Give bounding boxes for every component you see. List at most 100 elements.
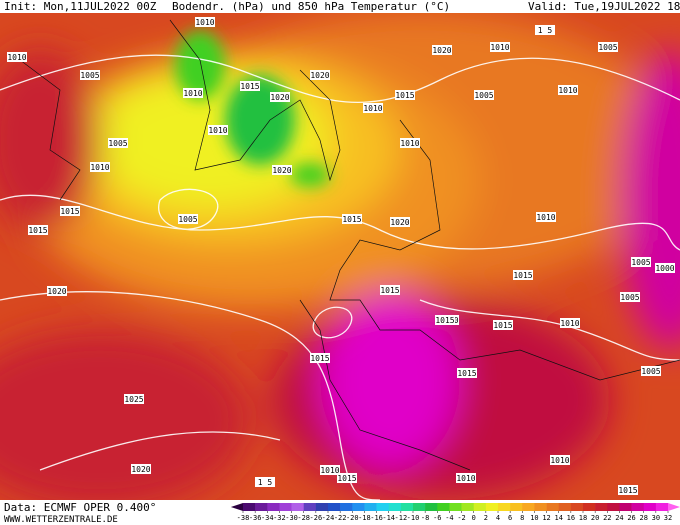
scale-swatch (267, 503, 280, 511)
scale-swatch (388, 503, 402, 511)
scale-swatch (510, 503, 523, 511)
scale-swatch (315, 503, 329, 511)
scale-tick-label: -16 (370, 514, 383, 522)
isobar-label: 1015 (395, 91, 414, 100)
isobar-labels: 1010101010051010101510201010100510101015… (7, 17, 675, 495)
scale-tick-label: 22 (603, 514, 611, 522)
map-title: Bodendr. (hPa) und 850 hPa Temperatur (°… (172, 0, 450, 13)
scale-swatch (364, 503, 377, 511)
scale-tick-label: -22 (334, 514, 347, 522)
isobar-label-bg (60, 206, 80, 216)
isobar-label-bg (493, 320, 513, 330)
isobar-label: 1015 (310, 354, 329, 363)
isobar-label-bg (513, 270, 533, 280)
scale-tick-label: 2 (484, 514, 488, 522)
scale-swatch (376, 503, 390, 511)
scale-tick-label: -8 (421, 514, 429, 522)
isobar-label-bg (310, 353, 330, 363)
isobar-label: 1010 (363, 104, 382, 113)
scale-swatch (643, 503, 657, 511)
isobar-label: 1010 (7, 53, 26, 62)
scale-swatch (619, 503, 632, 511)
isobar-label: 1020 (432, 46, 451, 55)
scale-tick-label: 32 (664, 514, 672, 522)
isobar-label-bg (363, 103, 383, 113)
scale-swatch (631, 503, 645, 511)
scale-swatch (655, 503, 669, 511)
scale-swatch (583, 503, 596, 511)
scale-tick-label: 18 (579, 514, 587, 522)
isobar-label-bg (558, 85, 578, 95)
isobar-label: 1010 (208, 126, 227, 135)
isobar-label-bg (183, 88, 203, 98)
isobar-label: 1 5 (258, 478, 273, 487)
scale-swatch (498, 503, 511, 511)
scale-swatch (279, 503, 292, 511)
scale-swatch (546, 503, 560, 511)
scale-swatch (534, 503, 547, 511)
scale-swatch (255, 503, 268, 511)
isobar-label: 1015 (457, 369, 476, 378)
isobar-label: 1015 (618, 486, 637, 495)
isobar-label-bg (310, 70, 330, 80)
isobar-label: 1000 (655, 264, 674, 273)
isobar-label: 1020 (272, 166, 291, 175)
isobar-label-bg (535, 25, 555, 35)
isobar-label-bg (641, 366, 661, 376)
isobar-label-bg (342, 214, 362, 224)
isobar-label-bg (195, 17, 215, 27)
scale-tick-label: 26 (627, 514, 635, 522)
isobar-label-bg (631, 257, 651, 267)
isobar-label-bg (457, 368, 477, 378)
scale-tick-label: -20 (346, 514, 359, 522)
isobar-label: 1015 (240, 82, 259, 91)
scale-swatch (473, 503, 487, 511)
isobar-label: 1010 (536, 213, 555, 222)
scale-tick-label: 12 (542, 514, 550, 522)
scale-tick-label: -26 (310, 514, 323, 522)
scale-tick-label: -2 (457, 514, 465, 522)
isobar-label-bg (536, 212, 556, 222)
scale-tick-label: 14 (554, 514, 562, 522)
isobar-label-bg (432, 45, 452, 55)
isobar-label: 1015 (342, 215, 361, 224)
isobar-label-bg (435, 315, 455, 325)
scale-tick-label: 4 (496, 514, 500, 522)
scale-tick-label: 6 (508, 514, 512, 522)
scale-tick-label: 30 (652, 514, 660, 522)
isobar-label: 1005 (641, 367, 660, 376)
isobar-label: 1005 (108, 139, 127, 148)
isobar-label: 1005 (620, 293, 639, 302)
scale-tick-label: -24 (322, 514, 335, 522)
scale-tick-label: -12 (395, 514, 408, 522)
scale-swatch (449, 503, 462, 511)
scale-swatch (437, 503, 450, 511)
isobar-label-bg (390, 217, 410, 227)
isobar-label: 1025 (124, 395, 143, 404)
scale-tick-label: 28 (639, 514, 647, 522)
isobar-label: 1015 (60, 207, 79, 216)
isobar-label-bg (456, 473, 476, 483)
scale-swatch (291, 503, 305, 511)
isobar-label-bg (255, 477, 275, 487)
isobar-label: 1005 (178, 215, 197, 224)
scale-swatch (522, 503, 535, 511)
isobars (0, 54, 680, 500)
scale-tick-label: -30 (285, 514, 298, 522)
isobar-label-bg (272, 165, 292, 175)
scale-swatch (668, 503, 680, 511)
isobar-label: 1020 (390, 218, 409, 227)
scale-swatch (303, 503, 317, 511)
scale-swatch (595, 503, 608, 511)
scale-swatch (400, 503, 414, 511)
isobar-label-bg (395, 90, 415, 100)
scale-swatch (461, 503, 475, 511)
isobar-label: 1020 (131, 465, 150, 474)
scale-tick-label: 10 (530, 514, 538, 522)
scale-swatch (607, 503, 620, 511)
isobar-label: 1015 (380, 286, 399, 295)
isobar-label: 1020 (47, 287, 66, 296)
scale-tick-label: -6 (433, 514, 441, 522)
isobar-label-bg (560, 318, 580, 328)
